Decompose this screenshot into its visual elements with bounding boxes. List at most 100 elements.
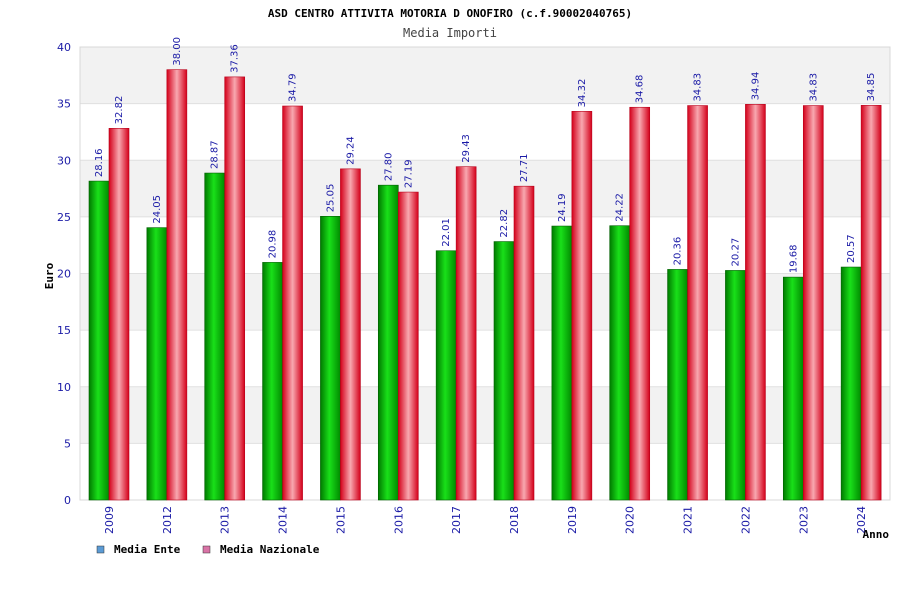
grid-band [80,47,890,104]
y-tick-label: 0 [64,494,71,507]
value-label: 20.57 [846,234,857,263]
value-label: 24.22 [615,193,626,222]
x-tick-label: 2022 [739,506,752,534]
x-tick-label: 2014 [277,506,290,534]
y-tick-label: 35 [57,98,71,111]
bar-media-nazionale-2016 [397,191,419,501]
value-label: 34.32 [577,79,588,108]
x-tick-label: 2009 [103,506,116,534]
x-tick-label: 2024 [855,506,868,534]
bar-media-nazionale-2012 [166,69,188,501]
x-tick-label: 2017 [450,506,463,534]
value-label: 38.00 [172,37,183,66]
bar-media-ente-2023 [782,276,804,501]
value-label: 34.83 [693,73,704,102]
bar-media-nazionale-2015 [340,168,361,501]
x-tick-label: 2019 [566,506,579,534]
chart-title: ASD CENTRO ATTIVITA MOTORIA D ONOFIRO (c… [268,7,632,20]
value-label: 28.16 [94,148,105,177]
value-label: 27.19 [403,159,414,188]
value-label: 22.01 [441,218,452,247]
x-tick-label: 2013 [219,506,232,534]
bar-media-nazionale-2019 [571,111,593,501]
value-label: 20.98 [268,230,279,259]
legend-swatch-media-nazionale [202,545,211,554]
y-tick-label: 15 [57,324,71,337]
chart-subtitle: Media Importi [403,26,497,40]
bar-media-nazionale-2018 [513,185,535,501]
value-label: 34.68 [635,75,646,104]
bar-media-ente-2020 [609,225,631,501]
value-label: 22.82 [499,209,510,238]
y-tick-label: 10 [57,381,71,394]
value-label: 34.83 [808,73,819,102]
grid-band [80,103,890,161]
bar-media-nazionale-2014 [282,105,303,501]
bar-media-nazionale-2022 [745,104,766,501]
bar-media-ente-2024 [840,266,862,501]
value-label: 29.43 [461,134,472,163]
x-tick-label: 2018 [508,506,521,534]
bar-media-nazionale-2024 [860,105,882,501]
plot-frame [79,46,891,501]
bar-media-ente-2021 [667,269,688,501]
y-axis: 0 5 10 15 20 25 30 35 40 [57,41,71,507]
grid-band [80,160,890,217]
bar-media-nazionale-2023 [802,105,824,501]
value-label: 24.05 [152,195,163,224]
plot-background [79,46,891,501]
y-tick-label: 20 [57,268,71,281]
x-tick-label: 2021 [682,506,695,534]
legend-swatch-media-ente [96,545,105,554]
bar-media-ente-2012 [146,227,168,501]
bar-media-ente-2016 [377,184,399,501]
bars: 28.16 32.82 24.05 38.00 28.87 37.36 20.98 34.79… [88,37,882,501]
bar-media-nazionale-2009 [108,128,130,501]
value-label: 20.36 [673,237,684,266]
bar-media-ente-2014 [262,262,283,501]
x-tick-label: 2016 [392,506,405,534]
y-tick-label: 40 [57,41,71,54]
y-tick-label: 30 [57,154,71,167]
grid-band [80,216,890,274]
value-label: 37.36 [230,44,241,73]
legend-label-media-ente: Media Ente [114,543,181,556]
bar-media-nazionale-2017 [455,166,477,501]
bar-media-ente-2013 [204,172,226,501]
value-label: 25.05 [325,184,336,213]
y-axis-label: Euro [43,262,56,289]
value-label: 34.79 [288,73,299,102]
x-tick-label: 2020 [624,506,637,534]
value-label: 32.82 [114,96,125,125]
bar-media-ente-2018 [493,241,515,501]
x-tick-label: 2012 [161,506,174,534]
value-label: 27.80 [383,153,394,182]
legend-label-media-nazionale: Media Nazionale [220,543,320,556]
bar-media-nazionale-2021 [687,105,708,501]
grid-band [80,386,890,444]
value-label: 27.71 [519,154,530,183]
legend: Media Ente Media Nazionale [96,543,320,556]
x-axis-label: Anno [863,528,890,541]
value-label: 19.68 [788,244,799,273]
bar-media-ente-2022 [725,270,746,501]
bar-media-ente-2019 [551,225,573,501]
bar-media-ente-2009 [88,180,110,501]
y-tick-label: 5 [64,437,71,450]
bar-media-ente-2017 [435,250,457,501]
grid-band [80,273,890,331]
value-label: 34.94 [750,72,761,101]
x-axis: 2009 2012 2013 2014 2015 2016 2017 2018 2019 2020… [103,506,868,534]
value-label: 28.87 [210,140,221,169]
x-tick-label: 2023 [797,506,810,534]
bar-media-nazionale-2020 [629,106,651,501]
bar-media-ente-2015 [320,216,341,501]
value-label: 34.85 [866,73,877,102]
bar-media-nazionale-2013 [224,76,246,501]
grid-band [80,330,890,387]
value-label: 24.19 [557,193,568,222]
grid-band [80,443,890,500]
x-tick-label: 2015 [334,506,347,534]
value-label: 20.27 [730,238,741,267]
